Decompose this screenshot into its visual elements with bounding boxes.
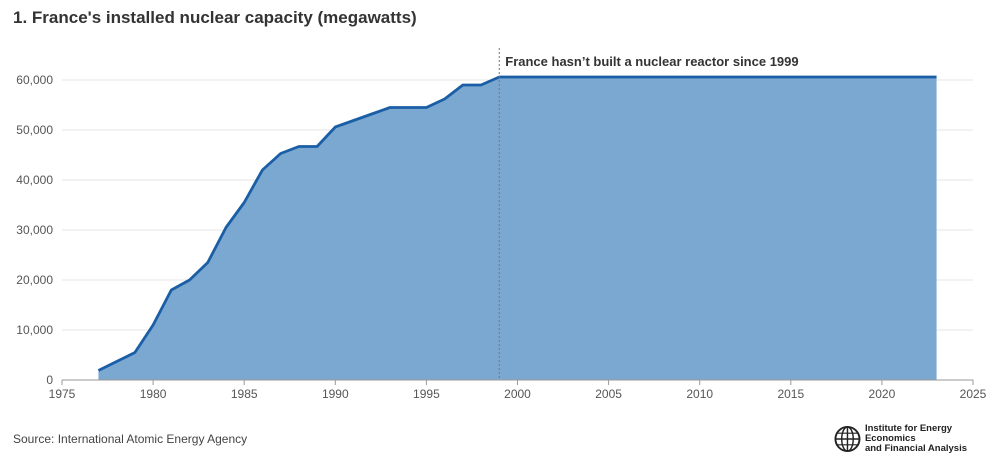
x-tick-label: 2010	[686, 387, 713, 401]
annotation-text: France hasn’t built a nuclear reactor si…	[505, 54, 798, 69]
y-tick-label: 50,000	[16, 123, 53, 137]
source-note: Source: International Atomic Energy Agen…	[13, 432, 248, 446]
x-tick-label: 1975	[49, 387, 76, 401]
capacity-line	[97, 75, 937, 372]
capacity-area	[98, 77, 937, 380]
x-tick-label: 2015	[777, 387, 804, 401]
x-tick-label: 1990	[322, 387, 349, 401]
logo-line-2: and Financial Analysis	[864, 443, 968, 454]
y-tick-label: 40,000	[16, 173, 53, 187]
y-tick-label: 20,000	[16, 273, 53, 287]
x-tick-label: 1995	[413, 387, 440, 401]
y-tick-label: 10,000	[16, 323, 53, 337]
x-tick-label: 2025	[960, 387, 987, 401]
x-tick-label: 1985	[231, 387, 258, 401]
logo-line-1: Institute for Energy Economics	[864, 423, 953, 444]
y-tick-label: 30,000	[16, 223, 53, 237]
y-tick-label: 0	[46, 373, 53, 387]
chart-title: 1. France's installed nuclear capacity (…	[13, 8, 417, 27]
x-tick-label: 2005	[595, 387, 622, 401]
x-tick-label: 1980	[140, 387, 167, 401]
y-tick-label: 60,000	[16, 73, 53, 87]
area-chart: 0 10,000 20,000 30,000 40,000 50,000 60,000 197…	[16, 48, 987, 401]
x-tick-label: 2000	[504, 387, 531, 401]
iefa-logo: Institute for Energy Economics and Finan…	[834, 424, 1000, 454]
globe-icon	[834, 426, 861, 452]
x-tick-label: 2020	[869, 387, 896, 401]
